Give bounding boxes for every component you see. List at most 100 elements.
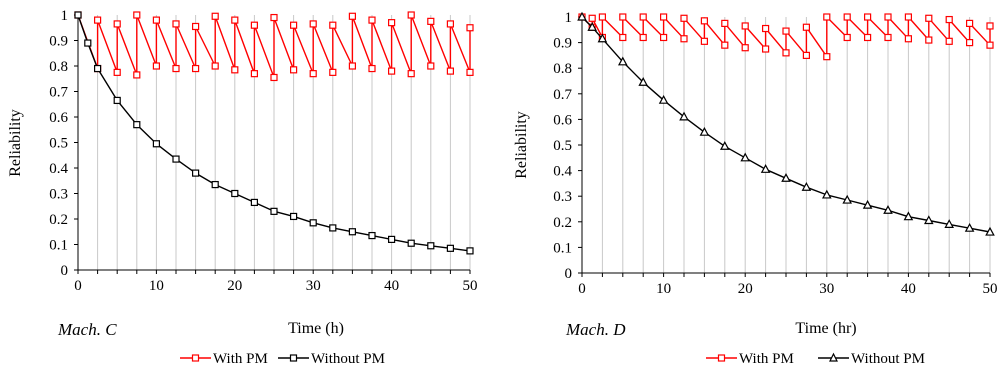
data-point-with-pm — [172, 64, 180, 73]
data-point-without-pm — [801, 181, 812, 191]
x-tick-label: 40 — [901, 281, 916, 297]
data-point-with-pm — [782, 49, 790, 57]
ylabel-mach-c: Reliability — [7, 109, 24, 177]
data-point-with-pm — [823, 13, 831, 21]
data-point-with-pm — [945, 15, 953, 24]
y-tick-label: 0.7 — [49, 85, 68, 101]
data-point-with-pm — [680, 35, 688, 43]
x-tick-label: 30 — [306, 278, 321, 294]
data-point-without-pm — [964, 222, 975, 232]
data-point-with-pm — [782, 27, 790, 35]
data-point-without-pm — [74, 11, 82, 19]
ylabel-mach-d: Reliability — [513, 111, 530, 179]
x-tick-label: 0 — [74, 278, 82, 294]
data-point-with-pm — [192, 22, 200, 31]
data-point-with-pm — [863, 13, 872, 21]
data-point-with-pm — [761, 24, 770, 33]
data-point-without-pm — [587, 21, 598, 31]
data-point-with-pm — [368, 16, 376, 24]
data-point-without-pm — [348, 228, 356, 236]
data-point-with-pm — [986, 22, 994, 30]
data-point-with-pm — [250, 21, 258, 29]
data-point-with-pm — [368, 64, 376, 73]
data-point-without-pm — [388, 235, 396, 243]
xlabel-mach-d: Time (hr) — [795, 320, 856, 337]
x-tick-label: 30 — [819, 281, 834, 297]
y-tick-label: 1 — [61, 8, 69, 24]
x-tick-label: 50 — [463, 278, 478, 294]
y-tick-label: 0.4 — [49, 161, 68, 177]
data-point-with-pm — [588, 14, 596, 22]
data-point-without-pm — [638, 77, 649, 86]
x-tick-label: 20 — [738, 281, 753, 297]
data-point-without-pm — [821, 189, 832, 199]
data-point-with-pm — [802, 51, 811, 60]
legend-marker-without-pm — [829, 352, 838, 362]
data-point-without-pm — [985, 226, 995, 236]
data-point-with-pm — [659, 13, 668, 21]
data-point-with-pm — [427, 62, 435, 70]
y-tick-label: 0.7 — [553, 87, 572, 103]
data-point-without-pm — [309, 219, 317, 227]
data-point-with-pm — [843, 33, 851, 42]
data-point-with-pm — [427, 17, 435, 25]
legend-mach-c: With PM Without PM — [180, 351, 385, 367]
data-point-without-pm — [368, 231, 376, 240]
data-point-with-pm — [884, 33, 892, 42]
data-point-with-pm — [348, 12, 356, 20]
data-point-without-pm — [577, 11, 587, 21]
data-point-with-pm — [639, 33, 647, 42]
data-point-with-pm — [113, 20, 121, 28]
legend-label-without-pm: Without PM — [311, 351, 385, 367]
data-point-without-pm — [923, 215, 934, 225]
panel-label-mach-c: Mach. C — [57, 320, 117, 339]
series-line-without-pm — [77, 14, 471, 252]
data-point-with-pm — [721, 19, 729, 27]
data-point-with-pm — [863, 33, 872, 42]
legend-label-with-pm: With PM — [739, 351, 794, 367]
data-point-with-pm — [700, 37, 709, 45]
data-point-with-pm — [965, 38, 974, 47]
legend-marker-without-pm — [289, 354, 298, 362]
data-point-with-pm — [925, 36, 933, 44]
data-point-without-pm — [760, 164, 771, 173]
data-point-with-pm — [113, 68, 121, 76]
y-tick-label: 0.1 — [49, 238, 68, 254]
data-point-without-pm — [781, 173, 791, 182]
data-point-without-pm — [842, 194, 853, 204]
data-point-with-pm — [211, 62, 219, 70]
data-point-without-pm — [427, 242, 435, 250]
data-point-with-pm — [700, 17, 709, 25]
data-point-with-pm — [741, 44, 749, 52]
data-point-without-pm — [466, 247, 474, 255]
data-point-with-pm — [329, 21, 337, 29]
y-tick-label: 0.3 — [553, 189, 572, 205]
data-point-with-pm — [619, 33, 627, 42]
data-point-with-pm — [152, 62, 160, 70]
data-point-with-pm — [329, 68, 337, 76]
data-point-without-pm — [250, 198, 258, 207]
data-point-without-pm — [658, 94, 669, 104]
x-tick-label: 10 — [656, 281, 671, 297]
data-point-with-pm — [843, 13, 851, 21]
data-point-with-pm — [884, 13, 892, 21]
legend-marker-with-pm — [717, 354, 726, 362]
data-point-with-pm — [904, 35, 913, 43]
data-point-without-pm — [84, 39, 92, 47]
data-point-without-pm — [270, 207, 278, 215]
data-point-with-pm — [407, 11, 415, 19]
data-point-with-pm — [619, 13, 627, 21]
data-point-without-pm — [597, 33, 608, 43]
data-point-without-pm — [192, 169, 200, 177]
data-point-with-pm — [309, 20, 317, 28]
data-point-without-pm — [446, 244, 454, 252]
data-point-with-pm — [231, 66, 239, 74]
x-tick-label: 40 — [384, 278, 399, 294]
data-point-with-pm — [388, 19, 396, 27]
data-point-without-pm — [93, 64, 102, 73]
data-point-with-pm — [152, 16, 160, 24]
plot-mach-c: 00.10.20.30.40.50.60.70.80.910 10 20 30 40 50 — [49, 8, 477, 294]
data-point-with-pm — [802, 23, 811, 31]
data-point-with-pm — [965, 19, 974, 27]
data-point-without-pm — [133, 121, 141, 129]
